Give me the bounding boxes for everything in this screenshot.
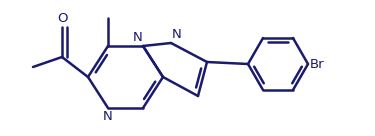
Text: N: N <box>103 110 113 123</box>
Text: N: N <box>172 28 182 41</box>
Text: N: N <box>132 31 142 44</box>
Text: Br: Br <box>310 58 325 70</box>
Text: O: O <box>57 12 67 25</box>
